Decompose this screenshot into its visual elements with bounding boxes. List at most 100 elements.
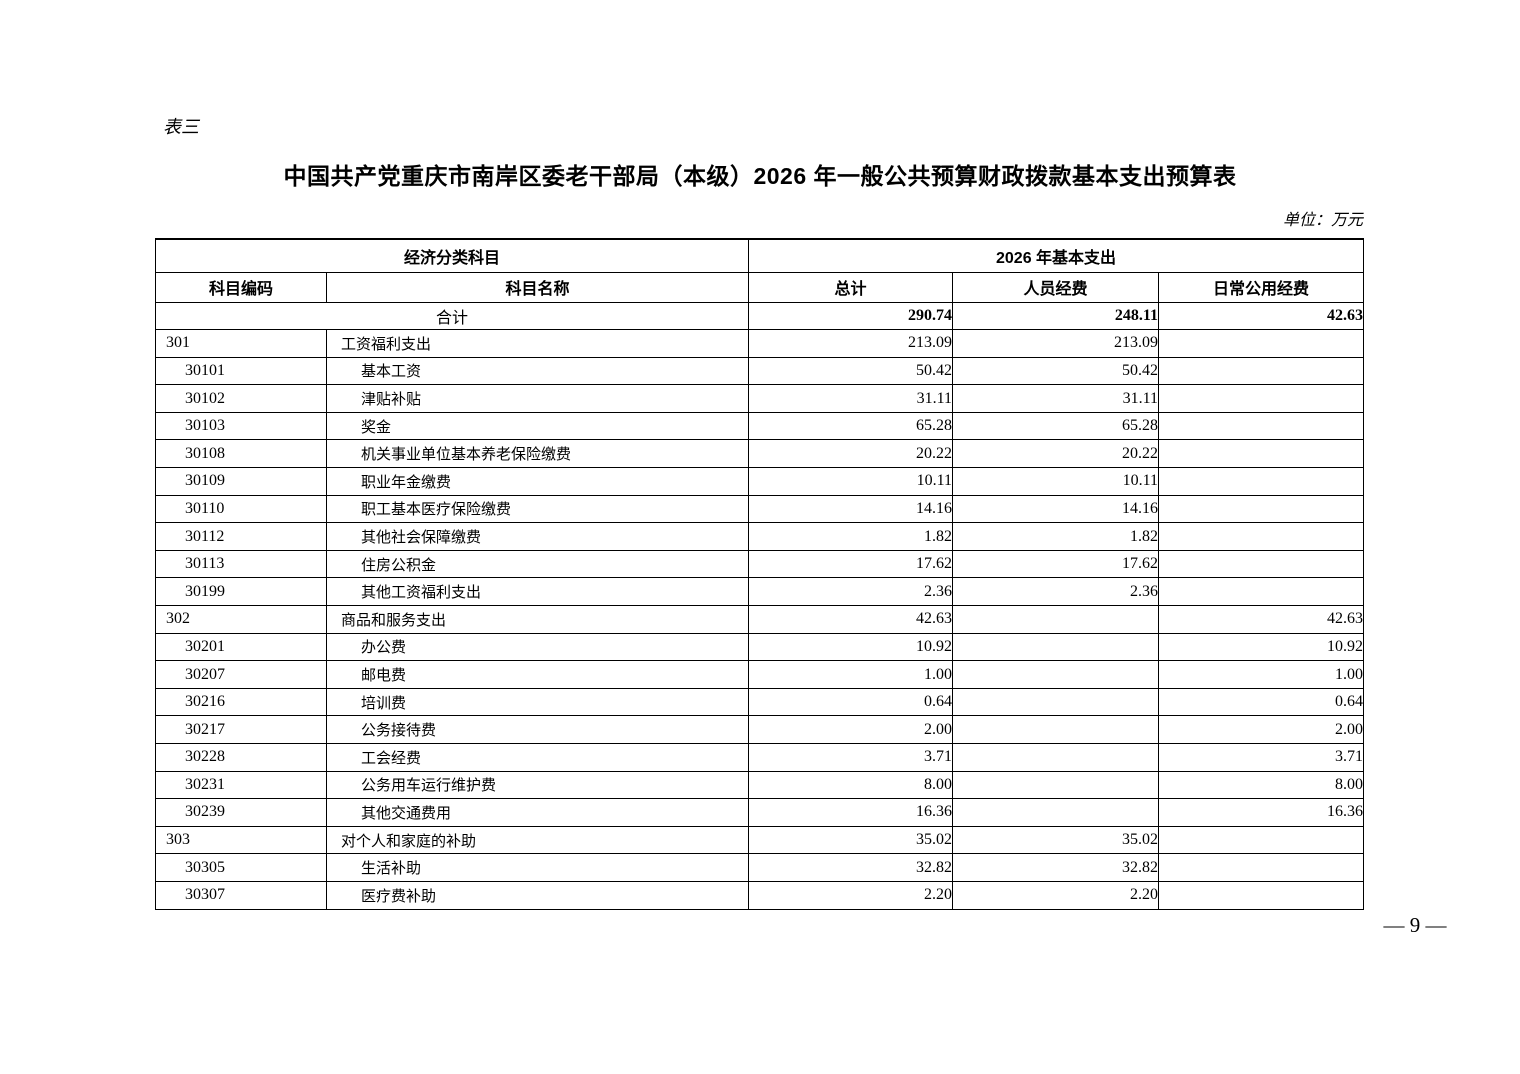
cell-personnel: 2.20 [952,880,1160,910]
cell-personnel [952,605,1160,634]
cell-total: 31.11 [748,384,954,413]
cell-total: 32.82 [748,853,954,882]
cell-total: 1.00 [748,660,954,689]
cell-total: 65.28 [748,411,954,441]
cell-total: 1.82 [748,522,954,551]
table-header: 经济分类科目 2026 年基本支出 科目编码 科目名称 总计 人员经费 日常公用… [154,238,1365,303]
cell-daily [1158,494,1365,524]
cell-total: 0.64 [748,687,954,717]
cell-daily [1158,880,1365,910]
cell-name: 工资福利支出 [325,329,750,358]
page-title: 中国共产党重庆市南岸区委老干部局（本级）2026 年一般公共预算财政拨款基本支出… [283,163,1237,189]
table-row: 30103 奖金 65.28 65.28 [155,411,1365,441]
cell-total: 10.92 [748,632,954,662]
cell-total: 17.62 [748,549,954,579]
total-row-personnel: 248.11 [952,301,1160,331]
table-row: 30113 住房公积金 17.62 17.62 [155,549,1365,579]
cell-code: 30217 [155,715,327,744]
cell-name: 对个人和家庭的补助 [325,825,750,855]
cell-daily: 8.00 [1158,770,1365,800]
table-row: 30228 工会经费 3.71 3.71 [155,743,1365,772]
cell-daily [1158,522,1365,551]
table-row: 301 工资福利支出 213.09 213.09 [155,329,1365,358]
table-row: 30109 职业年金缴费 10.11 10.11 [155,467,1365,496]
cell-personnel [952,660,1160,689]
cell-personnel: 32.82 [952,853,1160,882]
table-row: 30101 基本工资 50.42 50.42 [155,356,1365,386]
cell-total: 3.71 [748,743,954,772]
cell-personnel: 2.36 [952,577,1160,607]
table-row: 30239 其他交通费用 16.36 16.36 [155,798,1365,827]
cell-name: 公务接待费 [325,715,750,744]
cell-daily [1158,356,1365,386]
cell-total: 50.42 [748,356,954,386]
cell-name: 其他工资福利支出 [325,577,750,607]
cell-total: 213.09 [748,329,954,358]
cell-total: 42.63 [748,605,954,634]
cell-name: 机关事业单位基本养老保险缴费 [325,439,750,469]
cell-code: 30109 [155,467,327,496]
table-row: 30108 机关事业单位基本养老保险缴费 20.22 20.22 [155,439,1365,469]
budget-table: 经济分类科目 2026 年基本支出 科目编码 科目名称 总计 人员经费 日常公用… [154,238,1365,910]
cell-personnel: 1.82 [952,522,1160,551]
cell-total: 10.11 [748,467,954,496]
cell-personnel [952,798,1160,827]
cell-daily: 42.63 [1158,605,1365,634]
cell-personnel: 14.16 [952,494,1160,524]
cell-personnel: 213.09 [952,329,1160,358]
table-row: 30102 津贴补贴 31.11 31.11 [155,384,1365,413]
cell-personnel: 10.11 [952,467,1160,496]
cell-name: 公务用车运行维护费 [325,770,750,800]
cell-daily: 0.64 [1158,687,1365,717]
unit-note: 单位：万元 [1282,212,1363,229]
cell-personnel: 17.62 [952,549,1160,579]
cell-daily [1158,467,1365,496]
table-row: 30201 办公费 10.92 10.92 [155,632,1365,662]
column-header-code: 科目编码 [155,271,327,303]
table-row: 30207 邮电费 1.00 1.00 [155,660,1365,689]
cell-name: 奖金 [325,411,750,441]
cell-code: 30110 [155,494,327,524]
cell-daily: 2.00 [1158,715,1365,744]
cell-name: 医疗费补助 [325,880,750,910]
cell-code: 30216 [155,687,327,717]
cell-name: 职业年金缴费 [325,467,750,496]
total-row: 合计 290.74 248.11 42.63 [154,301,1365,331]
cell-total: 2.20 [748,880,954,910]
cell-total: 14.16 [748,494,954,524]
cell-name: 邮电费 [325,660,750,689]
cell-name: 津贴补贴 [325,384,750,413]
cell-personnel: 50.42 [952,356,1160,386]
table-row: 302 商品和服务支出 42.63 42.63 [155,605,1365,634]
cell-personnel: 65.28 [952,411,1160,441]
cell-daily [1158,329,1365,358]
cell-code: 30103 [155,411,327,441]
column-header-personnel: 人员经费 [952,271,1160,303]
table-label: 表三 [163,117,199,137]
column-header-total: 总计 [748,271,954,303]
cell-daily: 10.92 [1158,632,1365,662]
cell-name: 基本工资 [325,356,750,386]
table-row: 30199 其他工资福利支出 2.36 2.36 [155,577,1365,607]
cell-code: 30102 [155,384,327,413]
table-row: 30307 医疗费补助 2.20 2.20 [155,880,1365,910]
budget-table-body: 合计 290.74 248.11 42.63 301 工资福利支出 213.09 21… [154,301,1365,910]
cell-code: 30207 [155,660,327,689]
cell-code: 30201 [155,632,327,662]
cell-name: 职工基本医疗保险缴费 [325,494,750,524]
cell-personnel [952,715,1160,744]
cell-personnel [952,632,1160,662]
header-columns-row: 科目编码 科目名称 总计 人员经费 日常公用经费 [155,271,1365,303]
cell-code: 30305 [155,853,327,882]
total-row-daily: 42.63 [1158,301,1365,331]
cell-name: 商品和服务支出 [325,605,750,634]
cell-code: 30101 [155,356,327,386]
table-row: 30217 公务接待费 2.00 2.00 [155,715,1365,744]
cell-code: 301 [155,329,327,358]
cell-personnel [952,687,1160,717]
cell-daily [1158,384,1365,413]
cell-code: 30231 [155,770,327,800]
cell-name: 工会经费 [325,743,750,772]
cell-daily [1158,825,1365,855]
